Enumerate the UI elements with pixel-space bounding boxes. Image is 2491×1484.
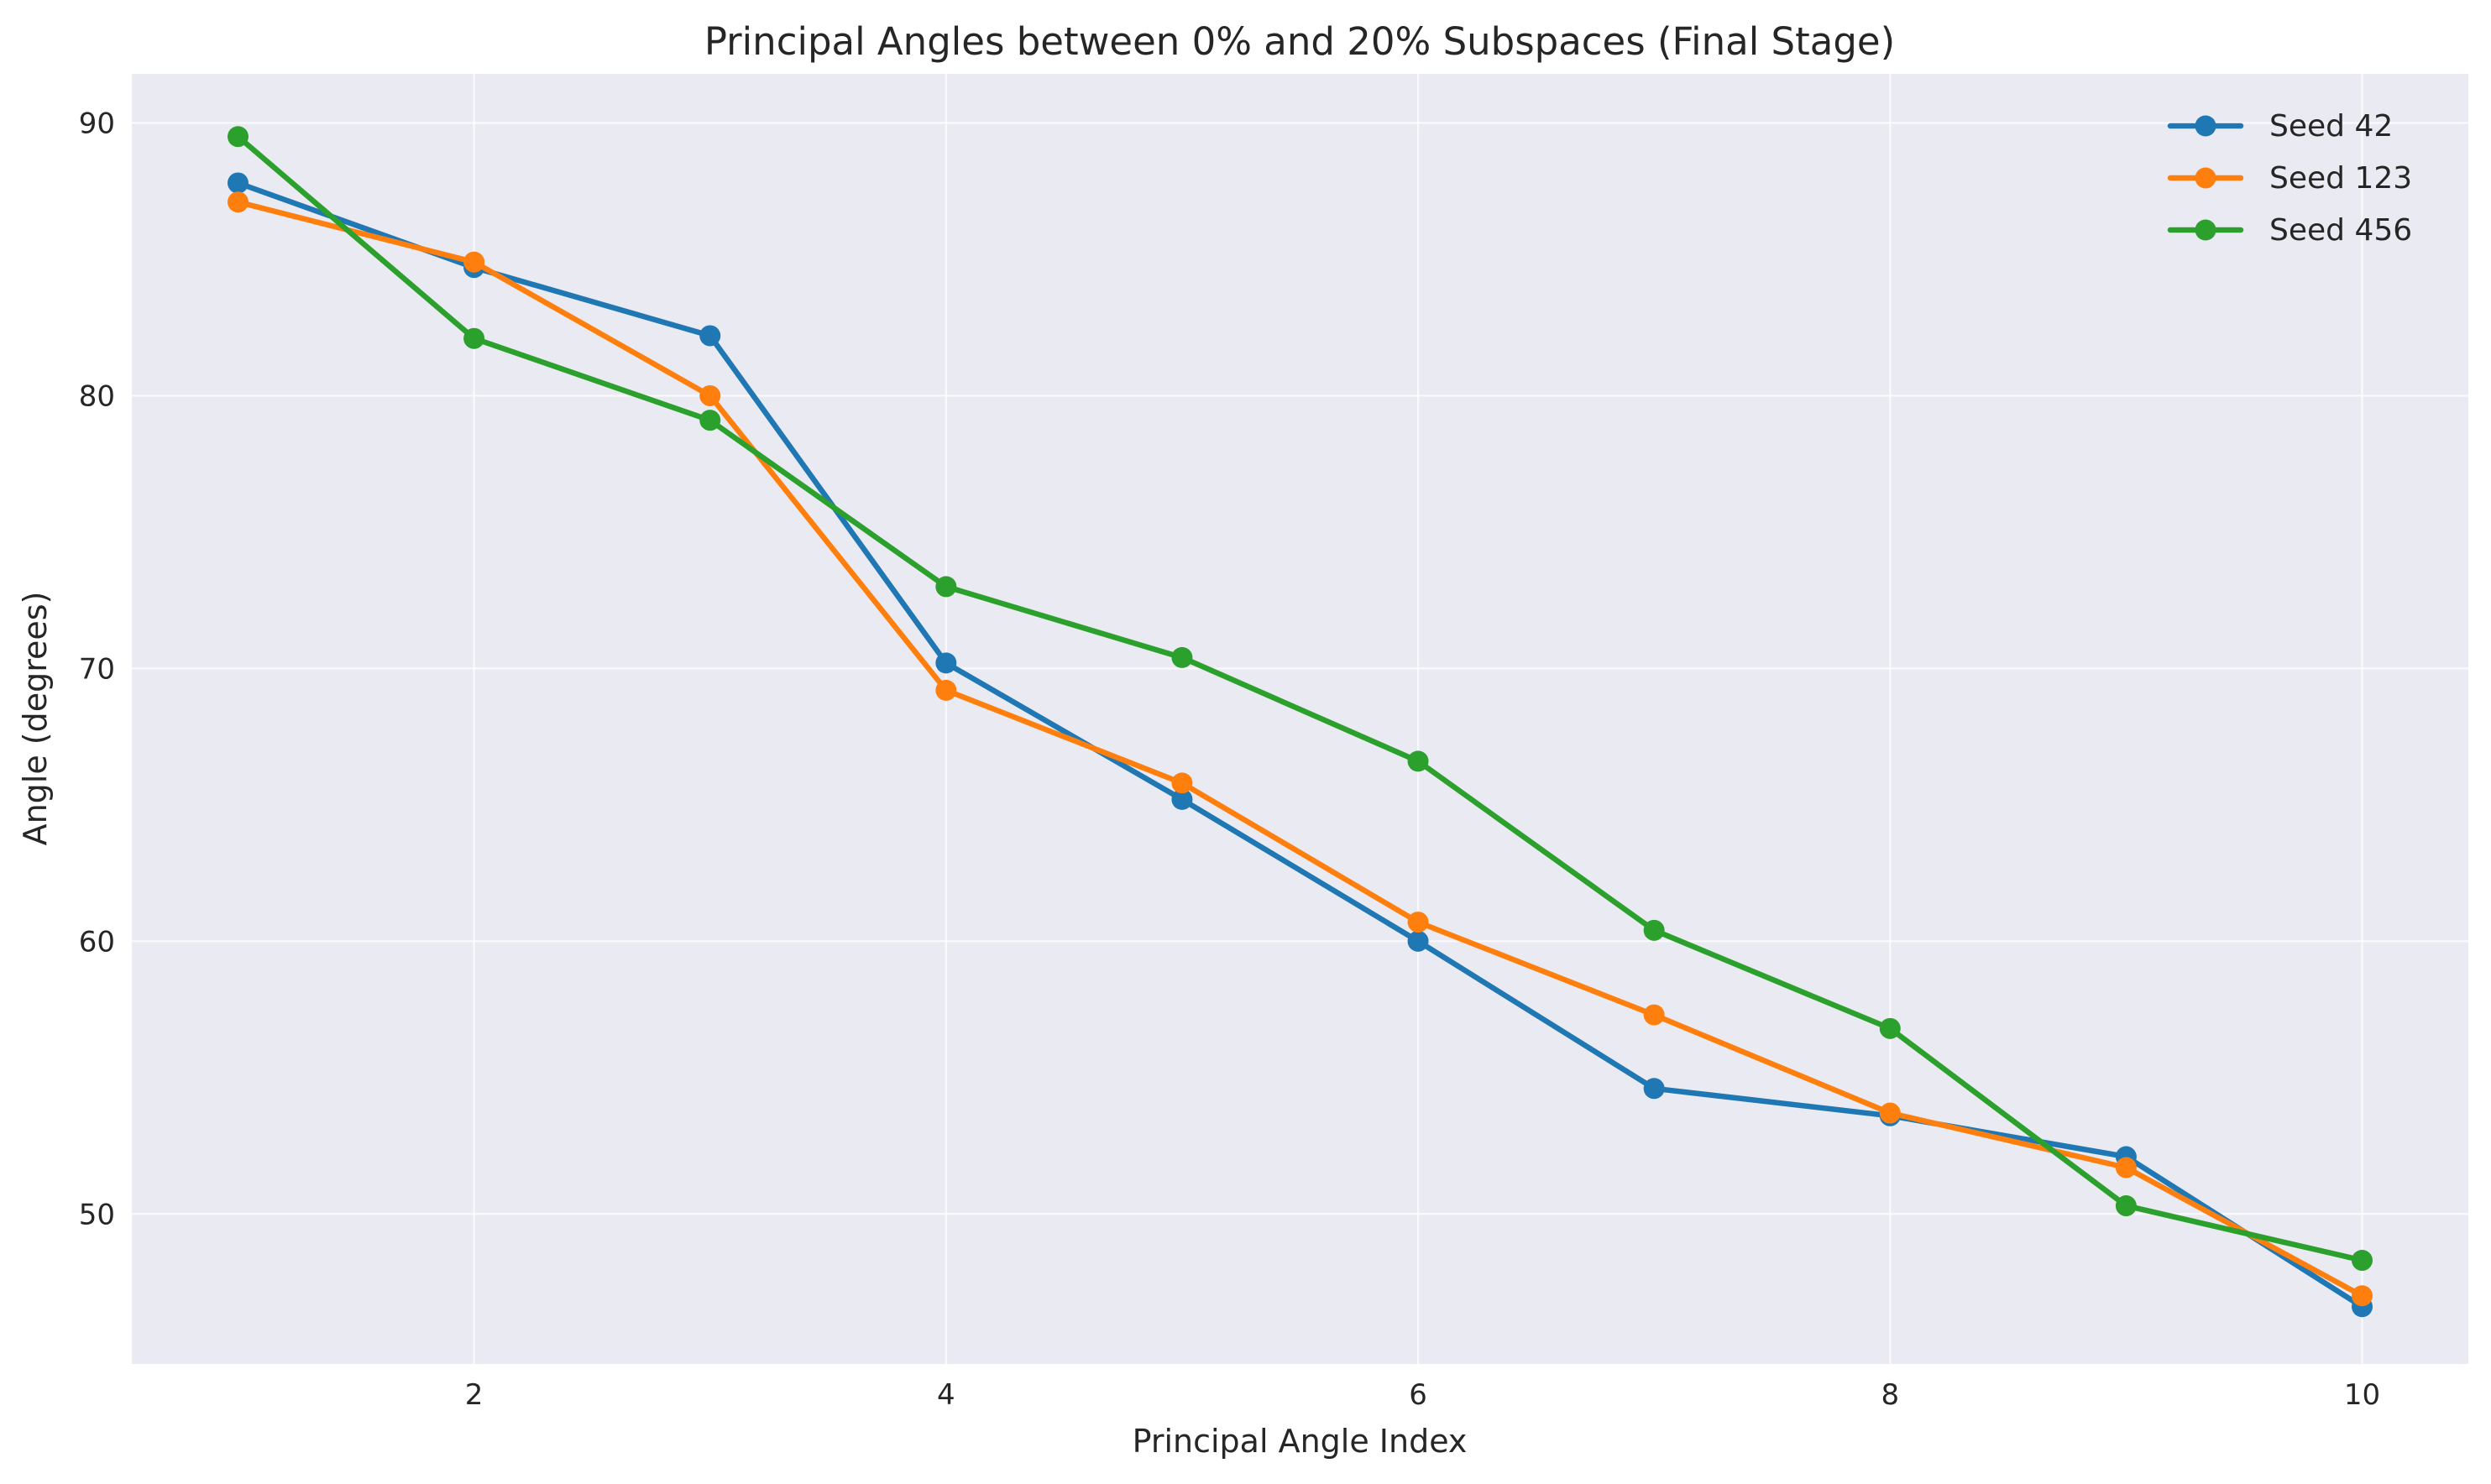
series-line-seed-123 — [235, 199, 2365, 1299]
data-point-seed-456 — [699, 410, 721, 431]
legend-label-seed-42: Seed 42 — [2269, 109, 2393, 144]
data-point-seed-456 — [935, 576, 957, 598]
series-line-seed-456 — [235, 133, 2365, 1263]
data-point-seed-123 — [2115, 1157, 2137, 1178]
y-tick-label: 50 — [79, 1198, 115, 1231]
legend: Seed 42 Seed 123 Seed 456 — [2167, 109, 2412, 248]
x-tick-label: 2 — [465, 1378, 484, 1412]
data-point-seed-456 — [463, 327, 485, 349]
data-point-seed-42 — [1407, 930, 1429, 952]
data-point-seed-42 — [1643, 1078, 1665, 1100]
data-point-seed-123 — [1643, 1004, 1665, 1026]
data-point-seed-123 — [1879, 1102, 1901, 1124]
series-line-seed-42 — [235, 180, 2365, 1310]
x-tick-label: 8 — [1881, 1378, 1899, 1412]
y-tick-label: 70 — [79, 652, 115, 686]
legend-marker-seed-456 — [2195, 219, 2216, 241]
legend-label-seed-456: Seed 456 — [2269, 213, 2412, 248]
y-tick-label: 80 — [79, 379, 115, 413]
data-point-seed-123 — [1407, 912, 1429, 933]
data-point-seed-42 — [699, 325, 721, 347]
data-point-seed-123 — [935, 679, 957, 701]
legend-label-seed-123: Seed 123 — [2269, 161, 2412, 196]
data-point-seed-123 — [699, 384, 721, 406]
data-point-seed-456 — [1407, 750, 1429, 772]
x-axis-label: Principal Angle Index — [1133, 1423, 1468, 1460]
data-point-seed-42 — [935, 652, 957, 674]
series-group — [228, 126, 2373, 1318]
data-point-seed-456 — [2352, 1250, 2373, 1272]
x-tick-label: 6 — [1409, 1378, 1427, 1412]
y-axis-label: Angle (degrees) — [17, 592, 54, 846]
data-point-seed-123 — [463, 251, 485, 273]
data-point-seed-42 — [1171, 788, 1193, 810]
data-point-seed-42 — [228, 172, 249, 194]
data-point-seed-456 — [1171, 646, 1193, 668]
grid — [132, 74, 2468, 1364]
y-tick-label: 60 — [79, 925, 115, 959]
y-tick-label: 90 — [79, 107, 115, 140]
legend-marker-seed-123 — [2195, 167, 2216, 189]
chart-title: Principal Angles between 0% and 20% Subs… — [704, 19, 1895, 64]
x-tick-label: 4 — [937, 1378, 955, 1412]
legend-marker-seed-42 — [2195, 115, 2216, 137]
data-point-seed-123 — [2352, 1285, 2373, 1307]
data-point-seed-123 — [1171, 772, 1193, 794]
y-axis-ticks: 50 60 70 80 90 — [79, 107, 115, 1231]
data-point-seed-456 — [1879, 1017, 1901, 1039]
x-axis-ticks: 2 4 6 8 10 — [465, 1378, 2380, 1412]
data-point-seed-456 — [1643, 919, 1665, 941]
data-point-seed-456 — [2115, 1195, 2137, 1217]
x-tick-label: 10 — [2344, 1378, 2380, 1412]
data-point-seed-456 — [228, 126, 249, 148]
data-point-seed-123 — [228, 191, 249, 213]
